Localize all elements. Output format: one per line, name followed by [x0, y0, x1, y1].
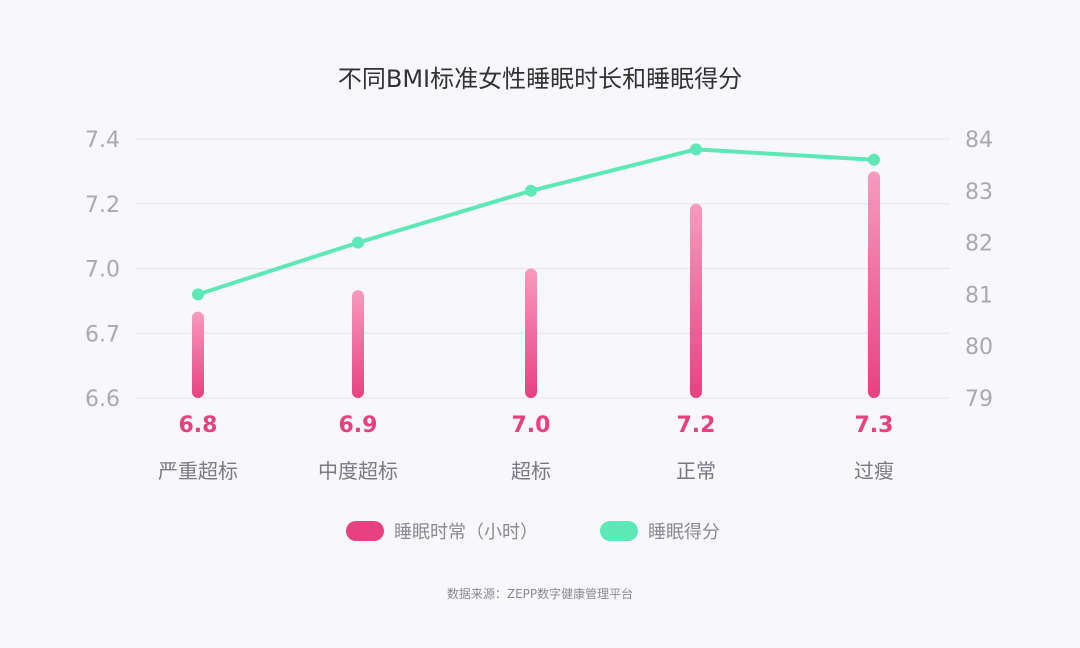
right-tick-label: 81 [965, 283, 993, 308]
right-axis-ticks: 79 80 81 82 83 84 [965, 128, 993, 412]
bar [192, 311, 204, 398]
bar-value-label: 7.0 [512, 413, 551, 438]
legend: 睡眠时常（小时） 睡眠得分 [346, 521, 720, 543]
bar-value-label: 7.2 [677, 413, 716, 438]
right-tick-label: 79 [965, 387, 993, 412]
line-series [192, 143, 880, 301]
right-tick-label: 84 [965, 128, 993, 153]
category-label: 过瘦 [854, 459, 894, 483]
left-tick-label: 7.4 [85, 128, 120, 153]
right-tick-label: 82 [965, 232, 993, 257]
bar [868, 171, 880, 398]
line-point [690, 143, 702, 156]
line-point [868, 153, 880, 166]
left-tick-label: 6.7 [85, 322, 120, 347]
right-tick-label: 80 [965, 335, 993, 360]
bar-value-label: 7.3 [855, 413, 894, 438]
legend-swatch-sleep-hours [346, 521, 384, 541]
bar-value-labels: 6.8 6.9 7.0 7.2 7.3 [179, 413, 894, 438]
right-tick-label: 83 [965, 180, 993, 205]
line-point [352, 236, 364, 249]
bar-value-label: 6.9 [339, 413, 378, 438]
legend-label-sleep-hours: 睡眠时常（小时） [394, 522, 538, 543]
bar [525, 268, 537, 398]
legend-label-sleep-score: 睡眠得分 [648, 522, 720, 543]
bar [352, 290, 364, 398]
chart-title: 不同BMI标准女性睡眠时长和睡眠得分 [338, 65, 742, 93]
bar [690, 203, 702, 398]
left-tick-label: 7.2 [85, 193, 120, 218]
line-point [525, 184, 537, 197]
bar-value-label: 6.8 [179, 413, 218, 438]
left-axis-ticks: 6.6 6.7 7.0 7.2 7.4 [85, 128, 120, 412]
left-tick-label: 7.0 [85, 258, 120, 283]
left-tick-label: 6.6 [85, 387, 120, 412]
category-labels: 严重超标 中度超标 超标 正常 过瘦 [158, 459, 894, 483]
category-label: 正常 [676, 459, 716, 483]
grid-lines [135, 138, 950, 399]
category-label: 严重超标 [158, 459, 238, 483]
bar-series [192, 171, 880, 398]
category-label: 中度超标 [318, 459, 398, 483]
legend-swatch-sleep-score [600, 521, 638, 541]
line-point [192, 288, 204, 301]
category-label: 超标 [511, 459, 551, 483]
source-note: 数据来源：ZEPP数字健康管理平台 [447, 586, 633, 601]
